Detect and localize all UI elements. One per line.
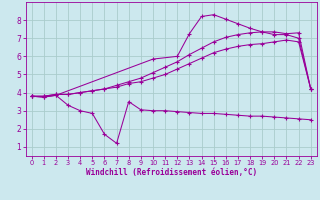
X-axis label: Windchill (Refroidissement éolien,°C): Windchill (Refroidissement éolien,°C) <box>86 168 257 177</box>
